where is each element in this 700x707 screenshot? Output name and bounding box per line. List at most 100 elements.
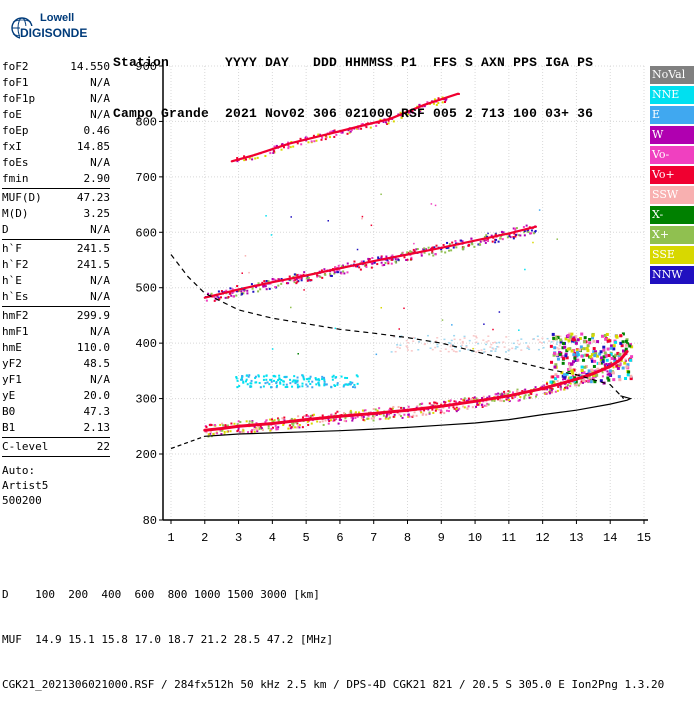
echo-point <box>393 335 396 338</box>
echo-point <box>419 110 422 113</box>
echo-point <box>329 272 332 275</box>
echo-point <box>352 386 355 389</box>
echo-point <box>240 376 243 379</box>
echo-point <box>277 426 280 429</box>
echo-point <box>520 338 523 340</box>
echo-point <box>599 350 603 354</box>
echo-point <box>378 407 381 410</box>
echo-point <box>483 235 486 238</box>
echo-point <box>453 334 456 337</box>
echo-point <box>377 257 380 260</box>
echo-point <box>554 373 558 377</box>
echo-point <box>301 416 304 419</box>
echo-point <box>399 111 402 114</box>
echo-point <box>455 410 458 413</box>
echo-point <box>261 429 264 432</box>
echo-point <box>295 426 298 429</box>
echo-point <box>335 133 338 136</box>
echo-point <box>418 341 421 343</box>
echo-point <box>406 346 409 349</box>
echo-point <box>602 348 606 352</box>
echo-point <box>567 362 571 366</box>
echo-point <box>598 362 602 366</box>
echo-point <box>271 348 274 350</box>
echo-point <box>205 426 208 429</box>
echo-point <box>407 405 410 408</box>
echo-point <box>344 376 347 379</box>
echo-point <box>269 152 272 155</box>
echo-point <box>380 261 383 264</box>
echo-point <box>384 121 387 124</box>
echo-point <box>502 231 505 234</box>
echo-point <box>431 246 434 249</box>
echo-point <box>550 387 553 390</box>
echo-point <box>294 380 297 383</box>
echo-point <box>483 404 486 407</box>
echo-point <box>248 422 251 425</box>
echo-point <box>435 340 438 342</box>
echo-point <box>557 385 560 388</box>
echo-point <box>558 352 562 356</box>
echo-point <box>279 381 282 384</box>
echo-point <box>467 244 470 247</box>
echo-point <box>401 252 404 255</box>
echo-point <box>321 375 324 378</box>
echo-point <box>388 116 391 119</box>
echo-point <box>294 382 297 385</box>
echo-point <box>310 279 313 282</box>
echo-point <box>370 266 373 269</box>
echo-point <box>253 430 256 433</box>
echo-point <box>260 426 263 429</box>
echo-point <box>483 348 486 351</box>
header-labels: Station YYYY DAY DDD HHMMSS P1 FFS S AXN… <box>113 55 594 70</box>
echo-point <box>390 408 393 411</box>
echo-point <box>566 387 569 390</box>
echo-point <box>224 424 227 427</box>
echo-point <box>380 193 382 196</box>
echo-point <box>323 379 326 382</box>
echo-point <box>433 401 436 404</box>
parameters-panel: foF2 14.550 foF1 N/A foF1p N/A foE N/A foEp 0.46 f… <box>2 59 110 508</box>
param-row: foE N/A <box>2 107 110 123</box>
echo-point <box>533 231 536 234</box>
param-row: foF1 N/A <box>2 75 110 91</box>
echo-point <box>412 340 415 342</box>
echo-point <box>333 419 336 422</box>
y-tick-label: 80 <box>143 514 157 528</box>
echo-point <box>573 384 576 387</box>
y-tick-label: 600 <box>135 226 157 240</box>
echo-point <box>583 365 587 369</box>
echo-point <box>451 241 454 244</box>
echo-point <box>516 389 519 392</box>
echo-point <box>277 284 280 287</box>
echo-point <box>407 113 410 116</box>
echo-point <box>267 427 270 430</box>
echo-point <box>364 409 367 412</box>
echo-point <box>494 241 497 244</box>
echo-point <box>624 359 627 362</box>
y-tick-label: 400 <box>135 337 157 351</box>
echo-point <box>541 337 544 340</box>
echo-point <box>610 344 614 348</box>
param-value: N/A <box>90 373 110 386</box>
echo-point <box>301 426 304 429</box>
echo-point <box>482 395 485 398</box>
echo-point <box>572 375 575 378</box>
echo-point <box>490 234 493 237</box>
echo-point <box>447 350 450 353</box>
echo-point <box>472 347 474 350</box>
echo-point <box>432 102 435 105</box>
param-value: 241.5 <box>76 242 110 255</box>
echo-point <box>591 334 595 338</box>
echo-point <box>592 347 596 351</box>
echo-point <box>403 256 406 259</box>
echo-point <box>556 346 559 349</box>
echo-point <box>288 427 291 430</box>
param-row: h`F 241.5 <box>2 241 110 257</box>
echo-point <box>321 136 324 139</box>
echo-point <box>273 419 276 422</box>
echo-point <box>564 354 568 358</box>
echo-point <box>372 415 375 418</box>
echo-point <box>558 345 561 347</box>
echo-point <box>561 374 565 378</box>
